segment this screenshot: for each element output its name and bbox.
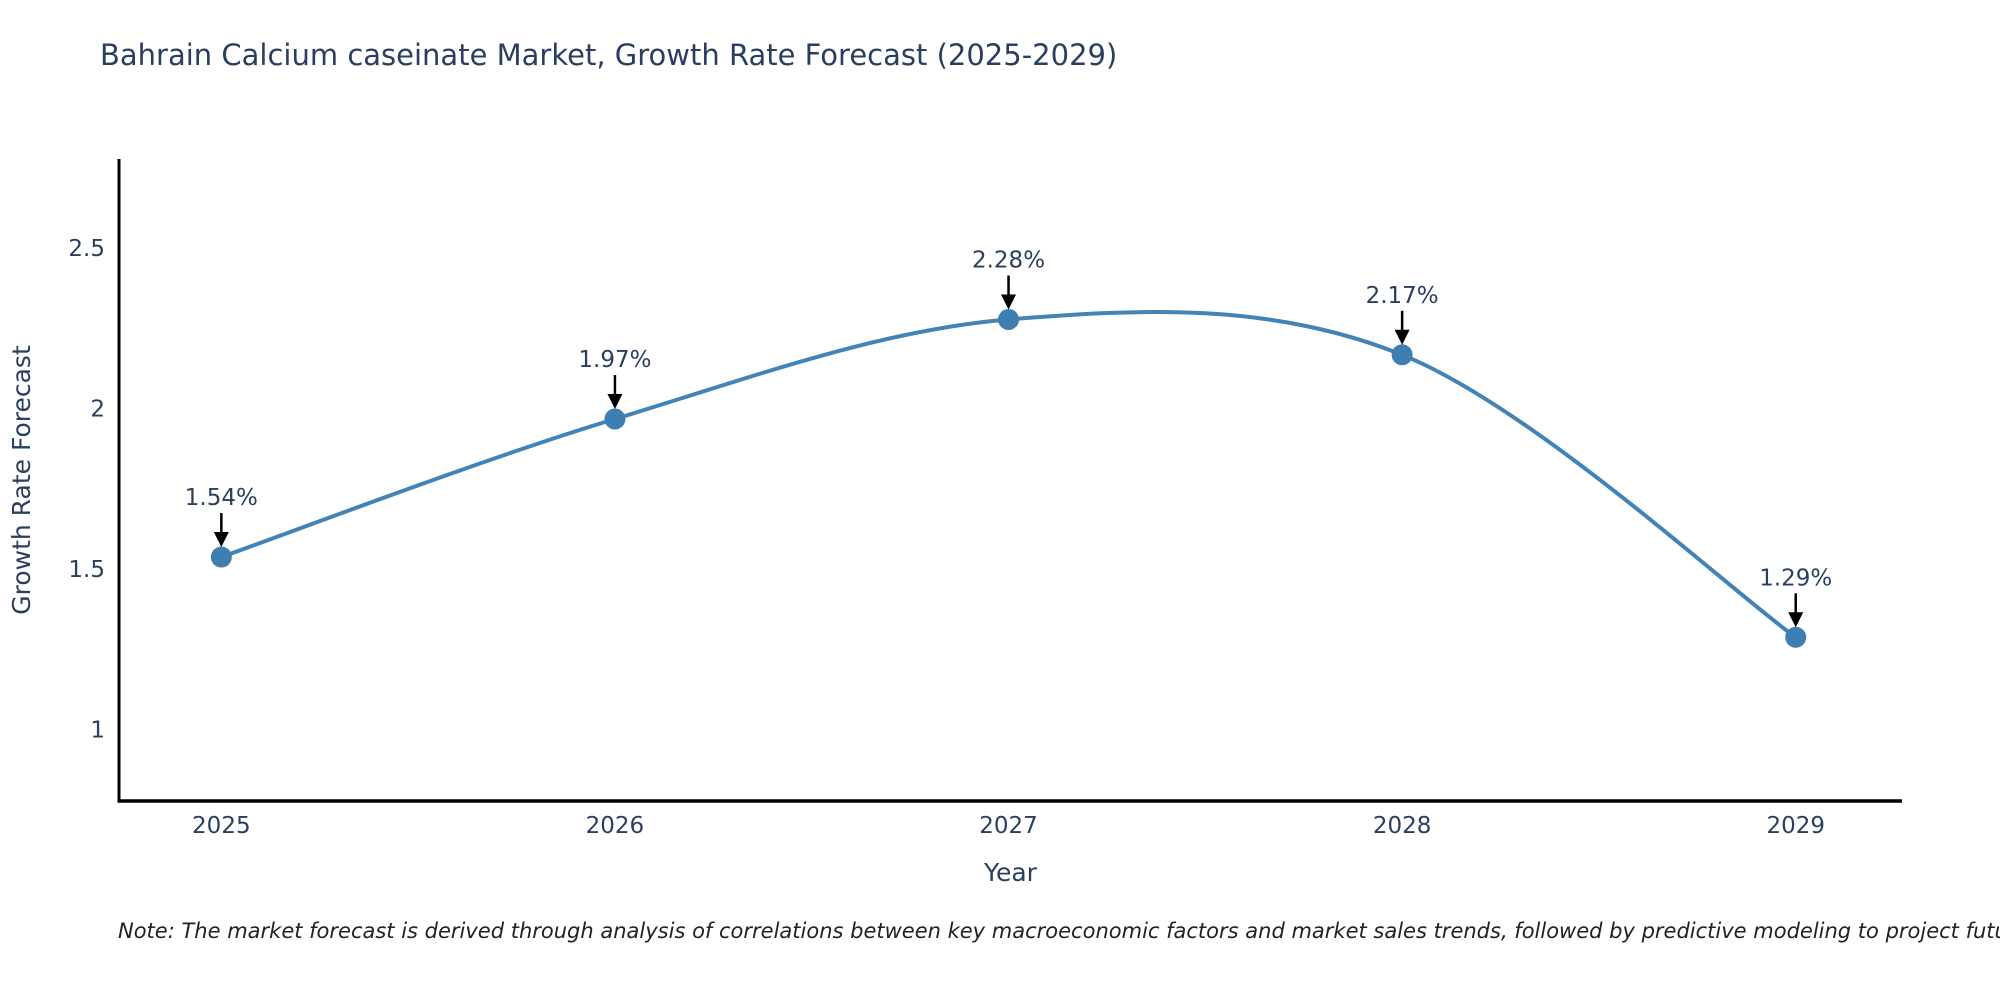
data-point-label: 1.29% <box>1759 565 1832 591</box>
trend-line <box>219 309 1798 640</box>
x-tick-label: 2026 <box>586 813 645 839</box>
data-point-label: 1.97% <box>578 347 651 373</box>
chart-title: Bahrain Calcium caseinate Market, Growth… <box>100 38 1118 72</box>
data-point-2028[interactable] <box>1391 344 1413 366</box>
y-tick-label: 2 <box>90 396 105 422</box>
annotation-arrowhead <box>607 394 623 410</box>
footnote: Note: The market forecast is derived thr… <box>118 919 2000 943</box>
x-tick-label: 2028 <box>1373 813 1432 839</box>
data-point-2026[interactable] <box>604 408 626 430</box>
y-tick-label: 1.5 <box>68 557 105 583</box>
y-tick-label: 2.5 <box>68 236 105 262</box>
data-point-label: 2.28% <box>972 248 1045 274</box>
annotation-arrowhead <box>213 532 229 548</box>
annotation-arrowhead <box>1788 612 1804 628</box>
x-tick-label: 2027 <box>979 813 1038 839</box>
data-point-label: 1.54% <box>185 485 258 511</box>
data-point-2025[interactable] <box>210 546 232 568</box>
x-axis-title: Year <box>983 858 1038 887</box>
y-tick-label: 1 <box>90 717 105 743</box>
y-axis-title: Growth Rate Forecast <box>7 345 36 615</box>
data-point-label: 2.17% <box>1366 283 1439 309</box>
data-point-2027[interactable] <box>998 309 1020 330</box>
x-tick-label: 2025 <box>192 813 251 839</box>
x-tick-label: 2029 <box>1766 813 1825 839</box>
annotation-arrowhead <box>1394 329 1410 345</box>
annotation-arrowhead <box>1001 294 1017 310</box>
data-point-2029[interactable] <box>1785 626 1807 648</box>
